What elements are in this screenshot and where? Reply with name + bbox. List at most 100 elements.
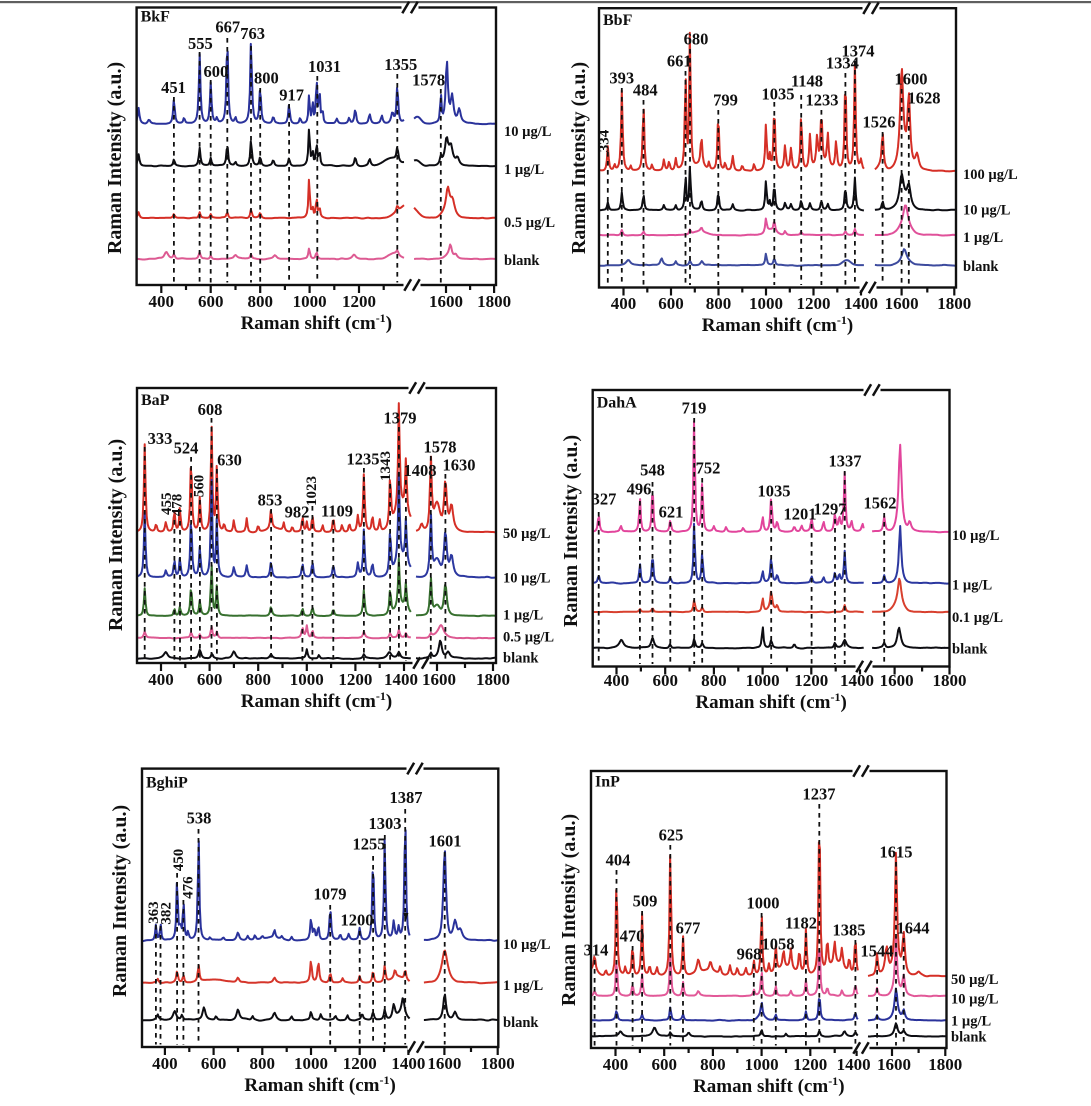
svg-text:1 µg/L: 1 µg/L <box>952 578 993 594</box>
svg-text:0.1 µg/L: 0.1 µg/L <box>952 610 1003 626</box>
svg-text:363: 363 <box>146 901 162 924</box>
svg-text:496: 496 <box>627 480 652 499</box>
svg-text:1800: 1800 <box>937 294 971 313</box>
svg-text:450: 450 <box>171 849 187 872</box>
svg-text:BaP: BaP <box>141 392 170 409</box>
svg-text:1387: 1387 <box>390 788 423 807</box>
svg-text:10 µg/L: 10 µg/L <box>963 203 1011 219</box>
svg-text:1334: 1334 <box>826 54 859 73</box>
svg-text:10 µg/L: 10 µg/L <box>503 571 551 587</box>
svg-text:10 µg/L: 10 µg/L <box>504 124 552 140</box>
svg-text:752: 752 <box>696 459 721 478</box>
svg-text:1000: 1000 <box>746 671 780 690</box>
svg-text:600: 600 <box>198 292 224 311</box>
svg-text:1400: 1400 <box>837 1055 871 1074</box>
svg-text:1800: 1800 <box>476 670 510 689</box>
svg-text:1 µg/L: 1 µg/L <box>503 978 544 994</box>
svg-text:blank: blank <box>963 259 999 275</box>
svg-text:1200: 1200 <box>793 1055 827 1074</box>
svg-text:1000: 1000 <box>294 1054 328 1073</box>
svg-text:BghiP: BghiP <box>146 775 188 792</box>
svg-text:314: 314 <box>584 941 609 960</box>
svg-text:1385: 1385 <box>833 921 866 940</box>
svg-text:1800: 1800 <box>477 292 511 311</box>
svg-text:1079: 1079 <box>314 885 347 904</box>
svg-text:1 µg/L: 1 µg/L <box>951 1014 992 1030</box>
svg-text:470: 470 <box>620 927 645 946</box>
svg-text:Raman shift (cm-1): Raman shift (cm-1) <box>241 311 392 334</box>
svg-text:1526: 1526 <box>863 113 896 132</box>
svg-text:1200: 1200 <box>797 294 831 313</box>
svg-text:blank: blank <box>503 1015 539 1031</box>
svg-text:968: 968 <box>737 945 762 964</box>
svg-text:382: 382 <box>159 902 175 925</box>
svg-text:719: 719 <box>682 399 707 418</box>
svg-text:917: 917 <box>279 86 304 105</box>
svg-text:800: 800 <box>706 294 732 313</box>
svg-text:451: 451 <box>161 78 186 97</box>
svg-text:10 µg/L: 10 µg/L <box>951 992 999 1008</box>
svg-text:50 µg/L: 50 µg/L <box>951 972 999 988</box>
svg-text:1600: 1600 <box>895 70 928 89</box>
svg-text:400: 400 <box>152 1054 178 1073</box>
svg-text:10 µg/L: 10 µg/L <box>503 937 551 953</box>
svg-text:476: 476 <box>180 876 196 899</box>
svg-text:1600: 1600 <box>885 294 919 313</box>
svg-text:400: 400 <box>603 1055 629 1074</box>
svg-text:1400: 1400 <box>844 294 878 313</box>
svg-text:1182: 1182 <box>785 914 817 933</box>
svg-text:1644: 1644 <box>897 919 930 938</box>
svg-text:400: 400 <box>611 294 637 313</box>
svg-text:1000: 1000 <box>749 294 783 313</box>
svg-text:blank: blank <box>503 651 539 667</box>
svg-text:1 µg/L: 1 µg/L <box>963 230 1004 246</box>
svg-text:1379: 1379 <box>384 409 417 428</box>
svg-text:1148: 1148 <box>791 72 823 91</box>
svg-text:600: 600 <box>201 1054 227 1073</box>
svg-text:548: 548 <box>640 461 665 480</box>
svg-text:327: 327 <box>592 490 617 509</box>
svg-text:600: 600 <box>197 670 223 689</box>
svg-text:1035: 1035 <box>758 482 791 501</box>
svg-text:1628: 1628 <box>908 89 941 108</box>
svg-text:621: 621 <box>659 503 684 522</box>
svg-text:1058: 1058 <box>762 935 795 954</box>
svg-text:800: 800 <box>245 670 271 689</box>
svg-text:1600: 1600 <box>427 1054 461 1073</box>
svg-text:1800: 1800 <box>481 1054 515 1073</box>
svg-text:Raman Intensity (a.u.): Raman Intensity (a.u.) <box>105 439 127 631</box>
svg-text:400: 400 <box>604 671 630 690</box>
svg-text:Raman Intensity (a.u.): Raman Intensity (a.u.) <box>109 805 131 997</box>
svg-text:1544: 1544 <box>861 942 894 961</box>
svg-text:661: 661 <box>667 52 692 71</box>
svg-text:800: 800 <box>247 292 273 311</box>
svg-text:1237: 1237 <box>803 785 836 804</box>
svg-text:50 µg/L: 50 µg/L <box>503 526 551 542</box>
svg-text:Raman shift (cm-1): Raman shift (cm-1) <box>702 313 853 336</box>
svg-text:1 µg/L: 1 µg/L <box>504 162 545 178</box>
svg-text:Raman shift (cm-1): Raman shift (cm-1) <box>695 690 846 713</box>
svg-text:1337: 1337 <box>829 452 862 471</box>
svg-text:1235: 1235 <box>347 450 380 469</box>
svg-text:1201: 1201 <box>784 505 817 524</box>
svg-text:Raman Intensity (a.u.): Raman Intensity (a.u.) <box>104 62 126 254</box>
svg-text:blank: blank <box>951 1030 987 1046</box>
svg-text:800: 800 <box>700 1055 726 1074</box>
svg-text:1000: 1000 <box>290 670 324 689</box>
svg-text:BkF: BkF <box>141 9 171 26</box>
svg-text:1200: 1200 <box>341 911 374 930</box>
svg-text:1400: 1400 <box>384 670 418 689</box>
svg-text:600: 600 <box>658 294 684 313</box>
svg-text:600: 600 <box>651 1055 677 1074</box>
svg-text:1000: 1000 <box>747 894 780 913</box>
svg-text:1233: 1233 <box>806 91 839 110</box>
svg-text:400: 400 <box>148 670 174 689</box>
svg-text:InP: InP <box>595 774 620 791</box>
svg-text:333: 333 <box>148 429 173 448</box>
svg-text:1109: 1109 <box>321 502 353 521</box>
svg-text:400: 400 <box>149 292 175 311</box>
svg-text:1374: 1374 <box>842 42 875 61</box>
svg-text:393: 393 <box>609 69 634 88</box>
svg-text:600: 600 <box>652 671 678 690</box>
svg-text:1600: 1600 <box>880 671 914 690</box>
